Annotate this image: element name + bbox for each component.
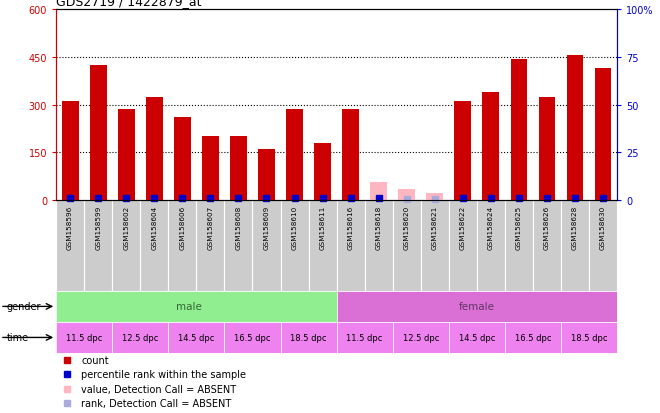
Text: GSM158606: GSM158606	[180, 205, 185, 249]
Bar	[449, 200, 477, 291]
Bar	[449, 322, 505, 353]
Bar	[112, 322, 168, 353]
Bar	[365, 200, 393, 291]
Bar	[90, 66, 106, 200]
Bar	[561, 200, 589, 291]
Bar	[117, 110, 135, 200]
Bar	[252, 200, 280, 291]
Bar	[370, 183, 387, 200]
Text: GSM158630: GSM158630	[600, 205, 606, 249]
Bar	[258, 150, 275, 200]
Bar	[393, 200, 421, 291]
Bar	[454, 102, 471, 200]
Text: 18.5 dpc: 18.5 dpc	[571, 333, 607, 342]
Text: 14.5 dpc: 14.5 dpc	[459, 333, 495, 342]
Text: count: count	[81, 355, 109, 365]
Bar	[62, 102, 79, 200]
Bar	[561, 322, 617, 353]
Text: gender: gender	[7, 301, 41, 312]
Bar	[202, 137, 218, 200]
Bar	[56, 291, 337, 322]
Text: GSM158625: GSM158625	[516, 205, 522, 249]
Bar	[140, 200, 168, 291]
Text: GSM158616: GSM158616	[348, 205, 354, 249]
Text: value, Detection Call = ABSENT: value, Detection Call = ABSENT	[81, 384, 236, 394]
Text: GSM158621: GSM158621	[432, 205, 438, 249]
Text: 11.5 dpc: 11.5 dpc	[346, 333, 383, 342]
Text: GSM158610: GSM158610	[292, 205, 298, 249]
Text: rank, Detection Call = ABSENT: rank, Detection Call = ABSENT	[81, 398, 232, 408]
Bar	[421, 200, 449, 291]
Bar	[197, 200, 224, 291]
Text: GSM158618: GSM158618	[376, 205, 381, 249]
Bar	[539, 97, 556, 200]
Bar	[510, 59, 527, 200]
Text: 12.5 dpc: 12.5 dpc	[122, 333, 158, 342]
Text: GSM158622: GSM158622	[460, 205, 466, 249]
Text: GSM158607: GSM158607	[207, 205, 213, 249]
Text: GSM158596: GSM158596	[67, 205, 73, 249]
Bar	[314, 143, 331, 200]
Text: time: time	[7, 332, 29, 343]
Text: 11.5 dpc: 11.5 dpc	[66, 333, 102, 342]
Text: 16.5 dpc: 16.5 dpc	[515, 333, 551, 342]
Bar	[280, 200, 309, 291]
Text: GSM158602: GSM158602	[123, 205, 129, 249]
Text: GSM158604: GSM158604	[151, 205, 157, 249]
Bar	[84, 200, 112, 291]
Bar	[589, 200, 617, 291]
Bar	[393, 322, 449, 353]
Bar	[505, 200, 533, 291]
Bar	[337, 291, 617, 322]
Text: GSM158609: GSM158609	[263, 205, 269, 249]
Bar	[482, 93, 499, 200]
Bar	[56, 322, 112, 353]
Bar	[174, 118, 191, 200]
Text: GSM158626: GSM158626	[544, 205, 550, 249]
Bar	[112, 200, 140, 291]
Text: GSM158599: GSM158599	[95, 205, 101, 249]
Bar	[309, 200, 337, 291]
Bar	[398, 189, 415, 200]
Bar	[337, 322, 393, 353]
Bar	[224, 322, 280, 353]
Bar	[168, 200, 197, 291]
Text: GSM158608: GSM158608	[236, 205, 242, 249]
Bar	[286, 110, 303, 200]
Text: male: male	[176, 301, 202, 312]
Text: GSM158620: GSM158620	[404, 205, 410, 249]
Text: percentile rank within the sample: percentile rank within the sample	[81, 369, 246, 379]
Bar	[505, 322, 561, 353]
Bar	[477, 200, 505, 291]
Text: GSM158611: GSM158611	[319, 205, 325, 249]
Bar	[595, 69, 611, 200]
Bar	[566, 56, 583, 200]
Bar	[426, 194, 443, 200]
Text: 14.5 dpc: 14.5 dpc	[178, 333, 214, 342]
Bar	[280, 322, 337, 353]
Bar	[56, 200, 84, 291]
Text: 12.5 dpc: 12.5 dpc	[403, 333, 439, 342]
Bar	[168, 322, 224, 353]
Text: GDS2719 / 1422879_at: GDS2719 / 1422879_at	[56, 0, 201, 8]
Text: female: female	[459, 301, 495, 312]
Text: 18.5 dpc: 18.5 dpc	[290, 333, 327, 342]
Text: GSM158628: GSM158628	[572, 205, 578, 249]
Bar	[224, 200, 252, 291]
Text: 16.5 dpc: 16.5 dpc	[234, 333, 271, 342]
Text: GSM158624: GSM158624	[488, 205, 494, 249]
Bar	[337, 200, 365, 291]
Bar	[146, 97, 163, 200]
Bar	[533, 200, 561, 291]
Bar	[230, 137, 247, 200]
Bar	[342, 110, 359, 200]
